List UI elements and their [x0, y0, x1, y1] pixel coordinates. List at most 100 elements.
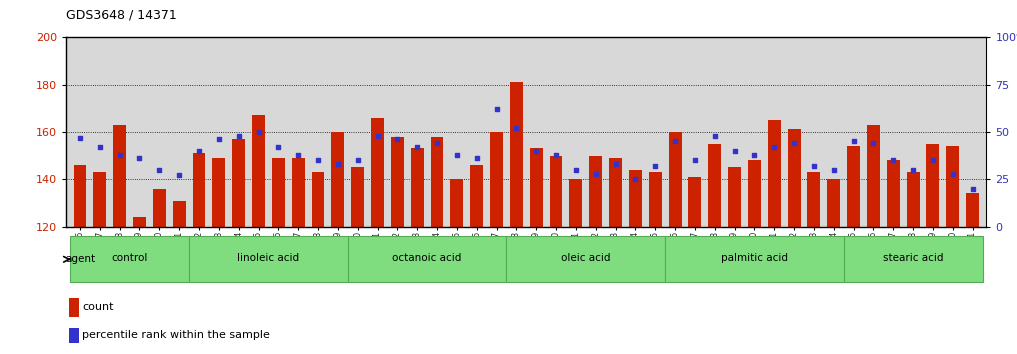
Bar	[847, 146, 860, 227]
Bar	[689, 177, 702, 227]
Bar	[510, 82, 523, 227]
Bar	[173, 200, 186, 227]
Point	[964, 186, 980, 192]
Point	[250, 129, 266, 135]
Point	[191, 148, 207, 154]
Point	[350, 158, 366, 163]
Point	[171, 173, 187, 178]
Bar	[844, 236, 982, 282]
Point	[786, 141, 802, 146]
Point	[528, 148, 544, 154]
Bar	[153, 189, 166, 227]
Bar	[332, 132, 345, 227]
Point	[805, 163, 822, 169]
Bar	[570, 179, 583, 227]
Text: oleic acid: oleic acid	[561, 253, 610, 263]
Bar	[451, 179, 464, 227]
Point	[488, 106, 504, 112]
Bar	[232, 139, 245, 227]
Point	[310, 158, 326, 163]
Point	[92, 144, 108, 150]
Bar	[113, 125, 126, 227]
Bar	[589, 155, 602, 227]
Point	[231, 133, 247, 138]
Bar	[70, 236, 189, 282]
Bar	[926, 144, 940, 227]
Point	[667, 138, 683, 144]
Bar	[133, 217, 146, 227]
Text: linoleic acid: linoleic acid	[237, 253, 299, 263]
Text: percentile rank within the sample: percentile rank within the sample	[82, 330, 271, 341]
Bar	[906, 172, 919, 227]
Text: count: count	[82, 302, 114, 312]
Bar	[69, 297, 79, 317]
Bar	[768, 120, 781, 227]
Point	[290, 152, 306, 158]
Point	[369, 133, 385, 138]
Bar	[252, 115, 265, 227]
Bar	[827, 179, 840, 227]
Point	[508, 125, 525, 131]
Point	[131, 155, 147, 161]
Bar	[506, 236, 665, 282]
Bar	[213, 158, 226, 227]
Bar	[787, 130, 800, 227]
Bar	[73, 165, 86, 227]
Bar	[866, 125, 880, 227]
Bar	[371, 118, 384, 227]
Point	[627, 176, 644, 182]
Point	[686, 158, 703, 163]
Point	[607, 161, 623, 167]
Point	[885, 158, 901, 163]
Bar	[747, 160, 761, 227]
Bar	[490, 132, 503, 227]
Point	[845, 138, 861, 144]
Point	[567, 167, 584, 173]
Point	[211, 137, 227, 142]
Point	[152, 167, 168, 173]
Bar	[947, 146, 959, 227]
Bar	[609, 158, 622, 227]
Bar	[391, 137, 404, 227]
Bar	[311, 172, 324, 227]
Bar	[966, 193, 979, 227]
Point	[647, 163, 663, 169]
Bar	[665, 236, 844, 282]
Point	[945, 171, 961, 176]
Point	[72, 135, 88, 141]
Point	[707, 133, 723, 138]
Point	[469, 155, 485, 161]
Bar	[549, 155, 562, 227]
Point	[448, 152, 465, 158]
Bar	[411, 148, 424, 227]
Point	[271, 144, 287, 150]
Text: palmitic acid: palmitic acid	[721, 253, 788, 263]
Bar	[649, 172, 662, 227]
Point	[766, 144, 782, 150]
Bar	[348, 236, 506, 282]
Point	[409, 144, 425, 150]
Bar	[272, 158, 285, 227]
Point	[865, 141, 882, 146]
Point	[905, 167, 921, 173]
Point	[112, 152, 128, 158]
Bar	[69, 327, 79, 343]
Text: octanoic acid: octanoic acid	[393, 253, 462, 263]
Bar	[629, 170, 642, 227]
Bar	[530, 148, 543, 227]
Bar	[189, 236, 348, 282]
Text: stearic acid: stearic acid	[883, 253, 944, 263]
Text: GDS3648 / 14371: GDS3648 / 14371	[66, 9, 177, 22]
Text: agent: agent	[66, 254, 96, 264]
Bar	[728, 167, 741, 227]
Point	[548, 152, 564, 158]
Point	[826, 167, 842, 173]
Point	[588, 171, 604, 176]
Point	[429, 141, 445, 146]
Bar	[470, 165, 483, 227]
Bar	[887, 160, 900, 227]
Point	[924, 158, 941, 163]
Bar	[292, 158, 305, 227]
Point	[330, 161, 346, 167]
Point	[390, 137, 406, 142]
